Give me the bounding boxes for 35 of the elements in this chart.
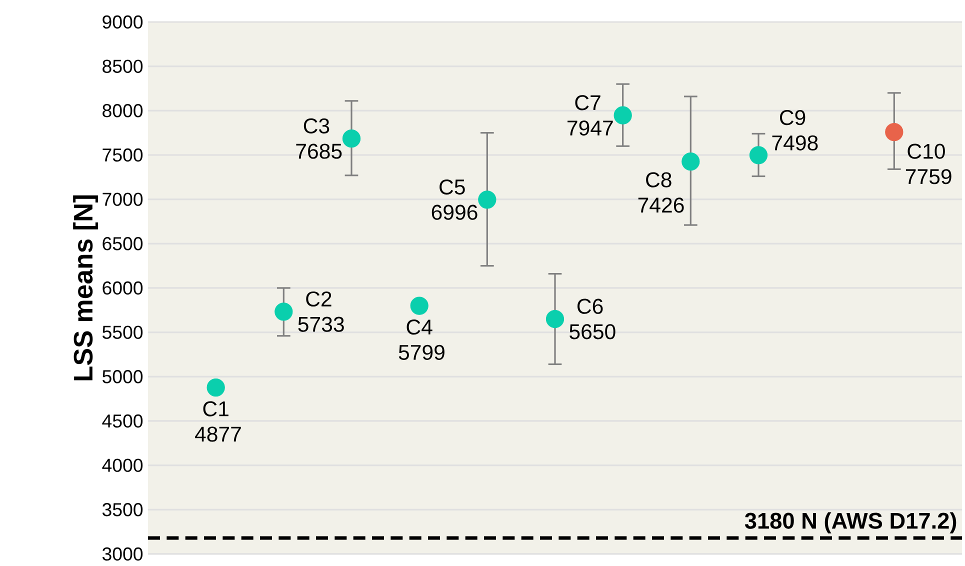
- data-label: C9 7498: [772, 110, 818, 150]
- y-tick-label: 6500: [102, 237, 143, 250]
- data-label: C2 5733: [298, 291, 344, 332]
- point: [749, 146, 768, 164]
- y-tick-label: 6000: [102, 281, 143, 295]
- point: [206, 378, 225, 397]
- data-label: C5 6996: [432, 179, 478, 220]
- y-tick-label: 7500: [102, 148, 143, 162]
- y-tick-label: 4000: [102, 458, 143, 472]
- point: [885, 122, 904, 142]
- point: [614, 106, 632, 124]
- data-label: C7 7947: [568, 95, 613, 136]
- point: [274, 302, 293, 321]
- y-tick-label: 8000: [102, 104, 143, 118]
- data-label: C1 4877: [194, 401, 241, 442]
- point: [682, 152, 700, 171]
- data-label: C6 5650: [570, 298, 616, 340]
- ref-line-label: 3180 N (AWS D17.2): [744, 512, 956, 534]
- data-label: C8 7426: [638, 172, 684, 213]
- y-tick-label: 5000: [102, 370, 143, 384]
- y-tick-label: 5500: [102, 326, 143, 339]
- y-tick-label: 7000: [102, 192, 143, 206]
- y-tick-label: 3000: [102, 547, 143, 561]
- point: [546, 310, 564, 328]
- data-label: C10 7759: [906, 144, 952, 184]
- point: [478, 190, 496, 209]
- point: [342, 130, 361, 148]
- data-label: C3 7685: [296, 118, 342, 159]
- y-tick-label: 4500: [102, 414, 143, 428]
- y-tick-label: 3500: [102, 503, 143, 516]
- point: [410, 296, 428, 315]
- y-tick-label: 8500: [102, 60, 143, 73]
- y-axis-title: LSS means [N]: [73, 195, 98, 380]
- y-tick-label: 9000: [102, 15, 143, 29]
- data-label: C4 5799: [398, 320, 444, 360]
